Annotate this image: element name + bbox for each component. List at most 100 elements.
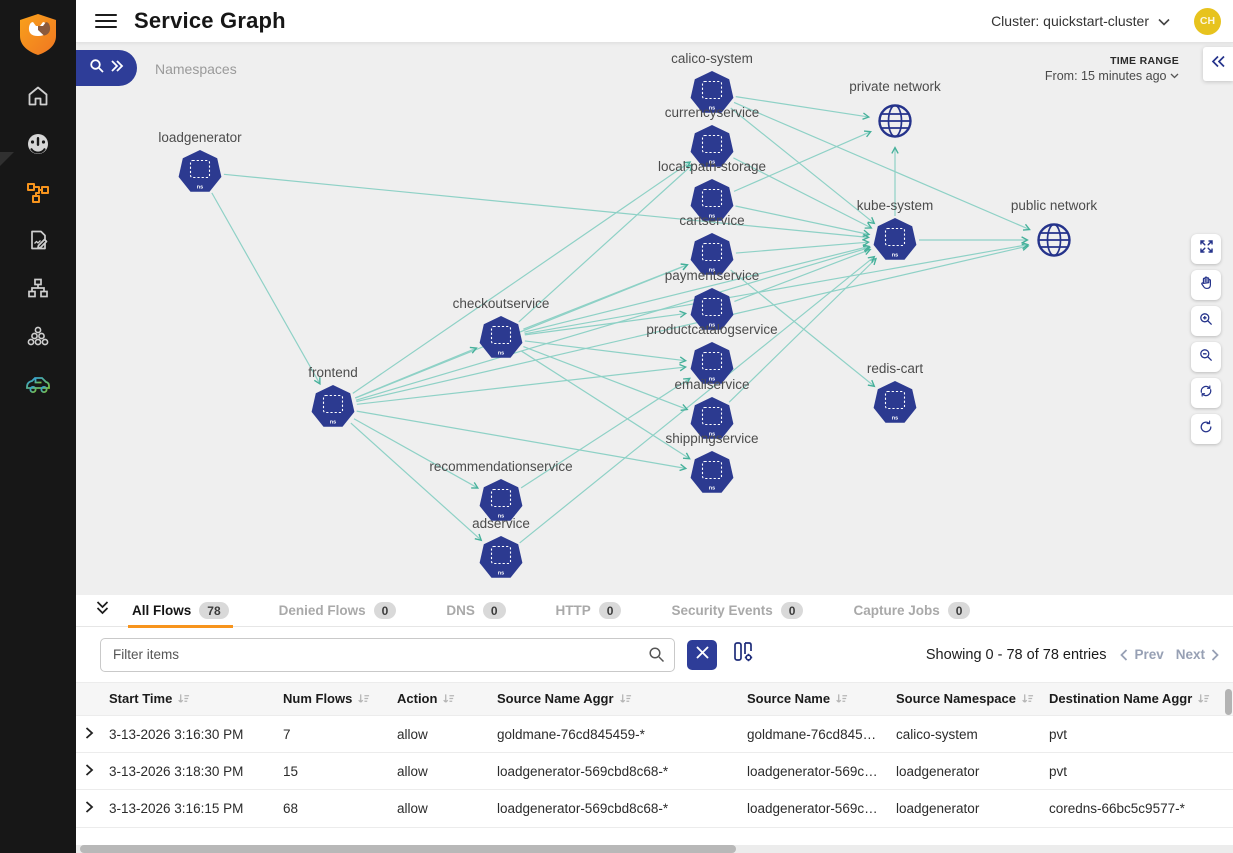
graph-edge[interactable] [735,96,871,120]
collapse-side-panel-button[interactable] [1203,47,1233,81]
sort-icon[interactable] [619,692,632,708]
user-avatar[interactable]: CH [1194,7,1221,35]
graph-edge[interactable] [519,255,876,544]
sidebar-item-compliance[interactable] [0,362,76,410]
graph-edge[interactable] [730,107,876,225]
sidebar-item-dashboard[interactable] [0,122,76,170]
graph-edge[interactable] [353,418,480,489]
graph-edge[interactable] [523,263,689,330]
graph-edge[interactable] [223,173,870,241]
table-row[interactable]: 3-13-2026 3:18:30 PM 15 allow loadgenerator… [76,752,1233,790]
expand-row-icon[interactable] [76,789,103,827]
graph-edge[interactable] [524,340,688,364]
graph-edge[interactable] [733,101,1031,231]
graph-search-pill[interactable] [76,50,137,86]
graph-edge[interactable] [520,377,691,489]
graph-node-recommendationservice[interactable]: ns recommendationservice [429,459,573,521]
sidebar-item-network-sets[interactable] [0,266,76,314]
column-header[interactable]: Start Time [103,682,277,716]
column-header[interactable]: Action [391,682,491,716]
graph-edge[interactable] [735,238,870,254]
graph-node-kube-system[interactable]: ns kube-system [857,198,934,260]
time-range-value[interactable]: From: 15 minutes ago [1045,69,1179,83]
sort-icon[interactable] [357,692,370,708]
column-header[interactable]: Num Flows [277,682,391,716]
next-page-button[interactable]: Next [1176,647,1219,662]
refresh-button[interactable] [1191,414,1221,444]
graph-node-redis-cart[interactable]: ns redis-cart [867,361,924,423]
sort-icon[interactable] [442,692,455,708]
graph-edge[interactable] [728,257,878,403]
collapse-flows-button[interactable] [76,600,128,621]
table-vertical-scrollbar[interactable] [1225,689,1232,845]
sidebar-item-policies[interactable] [0,218,76,266]
expand-row-icon[interactable] [76,715,103,753]
sidebar-item-home[interactable] [0,74,76,122]
graph-edge[interactable] [520,350,691,460]
graph-edge[interactable] [356,243,1030,403]
column-header[interactable]: Source Namespace [890,682,1043,716]
sort-icon[interactable] [835,692,848,708]
column-settings-button[interactable] [731,640,755,669]
graph-edge[interactable] [356,410,688,472]
filter-input[interactable] [100,637,675,672]
zoom-out-button[interactable] [1191,342,1221,372]
table-horizontal-scrollbar[interactable] [76,845,1233,853]
column-header[interactable]: Destination Name Aggr [1043,682,1233,716]
cluster-selector[interactable]: Cluster: quickstart-cluster [991,13,1170,29]
graph-edge[interactable] [355,245,871,401]
sidebar-item-cluster[interactable] [0,314,76,362]
sort-icon[interactable] [1197,692,1210,708]
clear-filter-button[interactable] [687,639,717,670]
graph-node-loadgenerator[interactable]: ns loadgenerator [158,130,242,192]
graph-edge[interactable] [735,205,871,237]
graph-edge[interactable] [523,346,689,411]
table-row[interactable]: 3-13-2026 3:16:15 PM 68 allow loadgenerator… [76,789,1233,827]
graph-edge[interactable] [354,346,478,399]
tab-http[interactable]: HTTP 0 [552,595,626,627]
graph-node-checkoutservice[interactable]: ns checkoutservice [453,296,550,358]
graph-edge[interactable] [350,422,483,542]
column-header[interactable]: Source Name Aggr [491,682,741,716]
prev-page-button[interactable]: Prev [1120,647,1164,662]
sidebar-item-service-graph[interactable] [0,170,76,218]
graph-edge[interactable] [352,161,692,394]
graph-node-public-network[interactable]: public network [1011,198,1098,257]
table-row[interactable]: 3-13-2026 3:16:30 PM 7 allow goldmane-76cd8… [76,715,1233,753]
tab-dns[interactable]: DNS 0 [442,595,509,627]
graph-node-private-network[interactable]: private network [849,79,941,138]
graph-edge[interactable] [211,192,321,386]
graph-edge[interactable] [518,163,694,323]
graph-node-calico-system[interactable]: ns calico-system [671,51,753,113]
tab-security-events[interactable]: Security Events 0 [667,595,807,627]
sort-icon[interactable] [1021,692,1034,708]
graph-edge[interactable] [524,244,871,333]
fit-screen-button[interactable] [1191,234,1221,264]
graph-edge[interactable] [733,130,872,192]
pan-button[interactable] [1191,270,1221,300]
reset-view-button[interactable] [1191,378,1221,408]
expand-row-icon[interactable] [76,752,103,790]
graph-edge[interactable] [524,310,688,336]
zoom-in-button[interactable] [1191,306,1221,336]
graph-edge[interactable] [356,363,688,405]
sort-icon[interactable] [177,692,190,708]
graph-edge[interactable] [733,157,873,229]
tab-denied-flows[interactable]: Denied Flows 0 [275,595,401,627]
tab-all-flows[interactable]: All Flows 78 [128,595,233,628]
hamburger-menu-icon[interactable] [95,10,117,32]
column-header[interactable]: Source Name [741,682,890,716]
tigera-calico-logo-icon[interactable] [14,10,62,58]
graph-edge[interactable] [730,269,876,388]
tab-capture-jobs[interactable]: Capture Jobs 0 [849,595,974,627]
graph-node-frontend[interactable]: ns frontend [308,365,358,427]
